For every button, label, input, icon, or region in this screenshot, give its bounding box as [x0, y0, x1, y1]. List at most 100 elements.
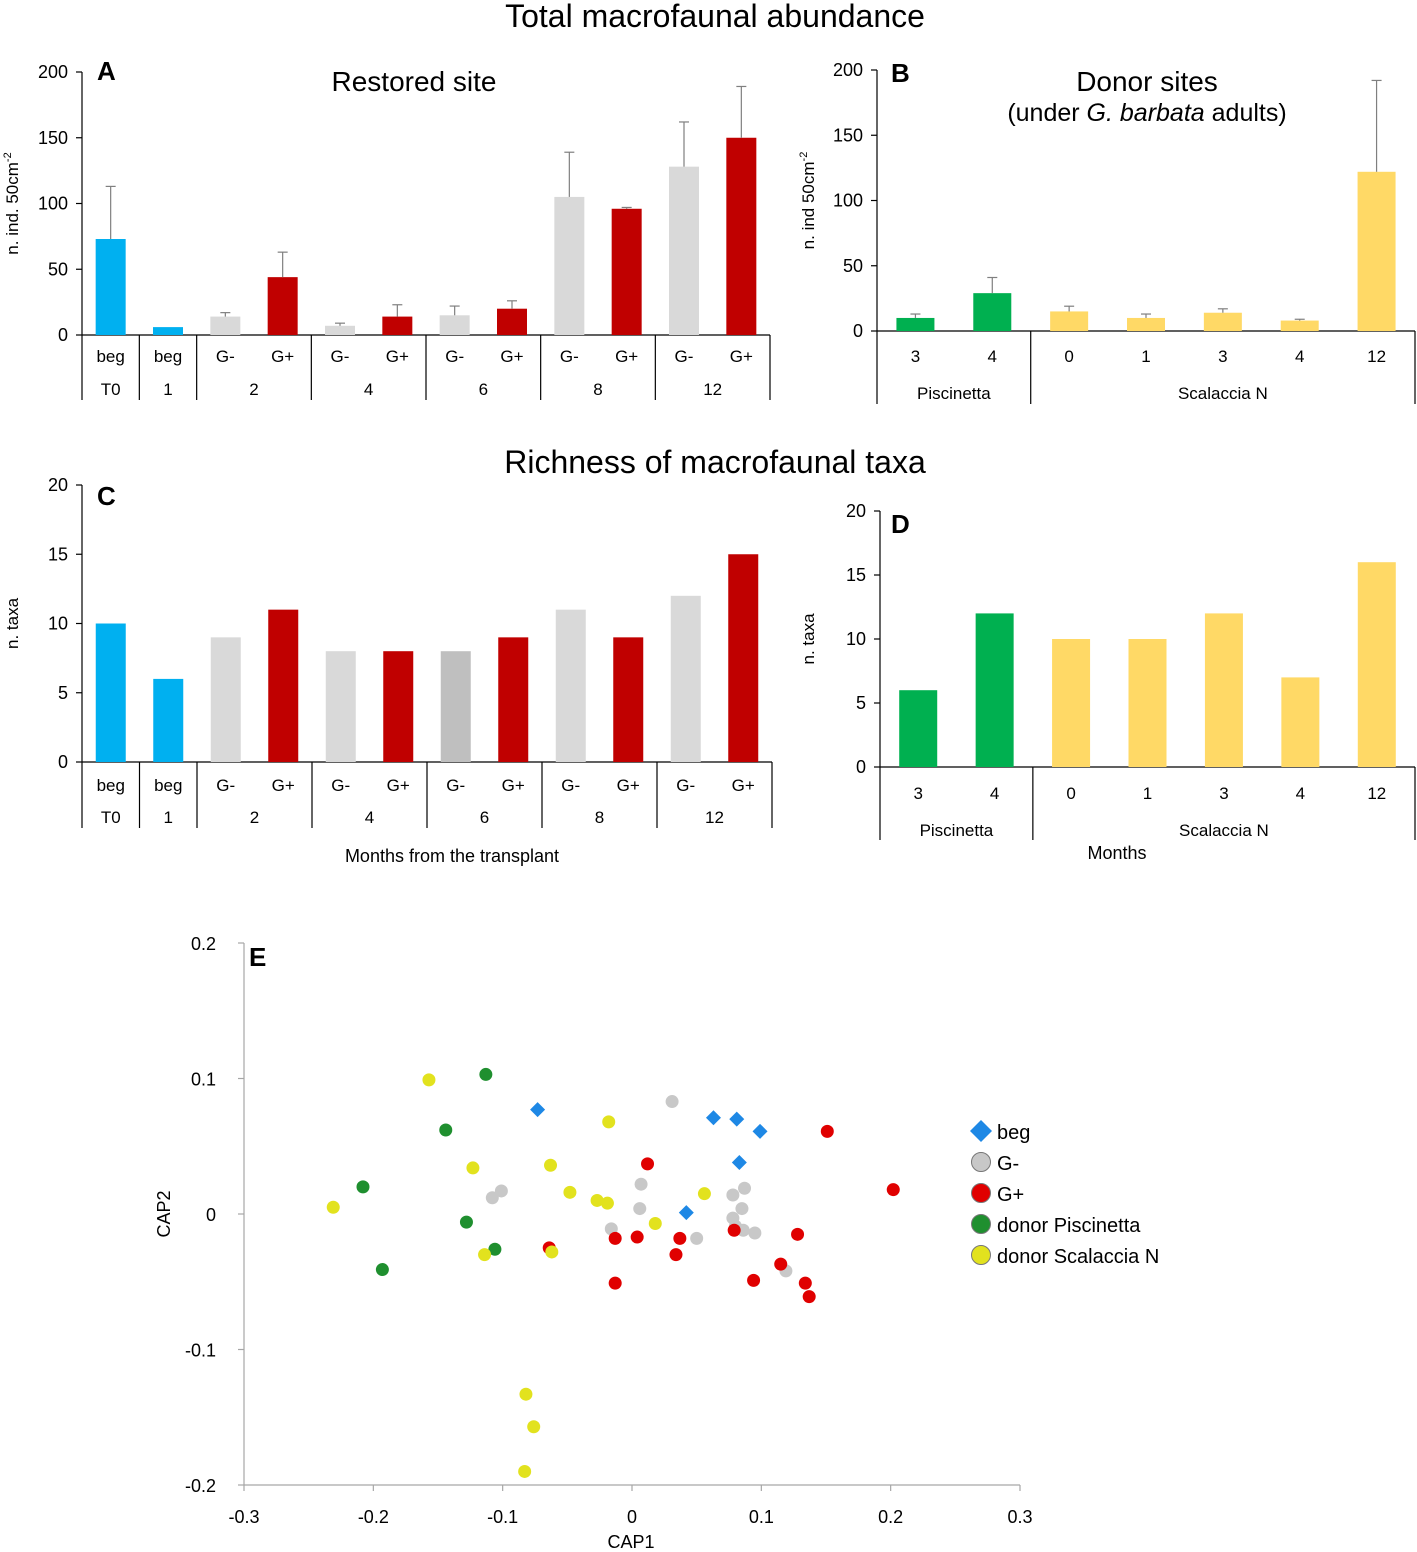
bar: [611, 208, 642, 335]
group-label: 12: [703, 380, 722, 399]
y-tick-label: 15: [48, 544, 68, 564]
y-tick-label: 150: [833, 125, 863, 145]
y-tick-label: 100: [38, 194, 68, 214]
scatter-point: [527, 1420, 541, 1434]
bar: [95, 239, 126, 335]
bar: [1203, 312, 1242, 331]
group-label: 4: [364, 380, 373, 399]
bar: [726, 137, 757, 335]
legend-marker: [970, 1120, 992, 1142]
panel-letter: E: [249, 942, 266, 972]
bar: [896, 317, 935, 331]
y-tick-label: 20: [48, 475, 68, 495]
bar-category-label: 0: [1066, 784, 1075, 803]
bar-category-label: G+: [386, 347, 409, 366]
panel-d-donor-richness: D 0 5 10 15 20 n. taxa 3 4 0 1 3 4 12 Piscinetta Scalac…: [799, 501, 1416, 863]
y-tick-label: 100: [833, 191, 863, 211]
scatter-point: [669, 1248, 683, 1262]
group-label: Piscinetta: [920, 821, 994, 840]
scatter-point: [518, 1464, 532, 1478]
bar: [440, 651, 471, 762]
scatter-point: [665, 1095, 679, 1109]
bar-category-label: beg: [97, 776, 125, 795]
y-axis-label: n. taxa: [3, 597, 22, 649]
y-tick-label: 0: [856, 757, 866, 777]
y-tick-label: 0.2: [191, 934, 216, 954]
group-label: 8: [595, 808, 604, 827]
bar-category-label: 3: [1219, 784, 1228, 803]
bar: [555, 609, 586, 762]
scatter-point: [802, 1290, 816, 1304]
scatter-point: [727, 1223, 741, 1237]
x-tick-label: 0.1: [749, 1507, 774, 1527]
scatter-point: [488, 1242, 502, 1256]
scatter-point: [459, 1215, 473, 1229]
group-label: 1: [164, 808, 173, 827]
scatter-point: [735, 1202, 749, 1216]
scatter-point: [726, 1188, 740, 1202]
y-tick-label: 200: [38, 62, 68, 82]
bar: [973, 293, 1012, 331]
bar-category-label: 1: [1141, 347, 1150, 366]
bar: [899, 690, 938, 767]
y-tick-label: 50: [843, 256, 863, 276]
bar-category-label: 3: [911, 347, 920, 366]
scatter-point: [422, 1073, 436, 1087]
scatter-point: [375, 1263, 389, 1277]
y-axis-label-text: n. taxa: [799, 613, 818, 665]
richness-section-title: Richness of macrofaunal taxa: [504, 444, 926, 480]
y-axis-label-text: n. ind 50cm: [799, 161, 818, 249]
x-tick-label: -0.3: [228, 1507, 259, 1527]
bar-category-label: G-: [331, 347, 350, 366]
scatter-point: [820, 1124, 834, 1138]
scatter-point: [798, 1276, 812, 1290]
bar-category-label: G+: [732, 776, 755, 795]
bar-category-label: G-: [675, 347, 694, 366]
y-tick-label: 10: [846, 629, 866, 649]
bar: [268, 609, 299, 762]
scatter-point: [673, 1231, 687, 1245]
bar: [1280, 320, 1319, 331]
bar: [153, 678, 184, 762]
bar: [1357, 562, 1396, 767]
bar-category-label: beg: [154, 776, 182, 795]
bar-category-label: 0: [1064, 347, 1073, 366]
legend-label: G-: [997, 1153, 1019, 1175]
y-tick-label: 5: [856, 693, 866, 713]
group-label: T0: [101, 380, 121, 399]
y-axis-label: CAP2: [154, 1190, 174, 1237]
scatter-point: [519, 1387, 533, 1401]
group-label: 2: [250, 808, 259, 827]
scatter-point: [690, 1231, 704, 1245]
bar: [1128, 639, 1167, 767]
scatter-point: [485, 1191, 499, 1205]
bar-category-label: G-: [216, 347, 235, 366]
y-axis-label-superscript: -2: [798, 152, 810, 162]
y-tick-label: 0: [853, 321, 863, 341]
scatter-point: [590, 1193, 604, 1207]
y-axis-label: n. ind 50cm-2: [798, 152, 818, 250]
legend-label: beg: [997, 1122, 1030, 1144]
y-tick-label: 0: [206, 1205, 216, 1225]
scatter-point: [748, 1226, 762, 1240]
legend-marker: [971, 1245, 991, 1265]
bar: [1050, 311, 1089, 331]
subtitle-post: adults): [1205, 99, 1287, 127]
scatter-point: [466, 1161, 480, 1175]
y-tick-label: 5: [58, 683, 68, 703]
bar: [1127, 317, 1165, 331]
bar-category-label: beg: [96, 347, 124, 366]
panel-subtitle: (under G. barbata adults): [1007, 99, 1286, 127]
bar-category-label: G-: [331, 776, 350, 795]
panel-a-restored-abundance: A Restored site 0 50 100 150 200 n. ind. 50cm-2…: [2, 56, 771, 400]
scatter-point: [630, 1230, 644, 1244]
x-tick-label: 0: [627, 1507, 637, 1527]
bar: [1357, 171, 1396, 331]
scatter-point: [774, 1257, 788, 1271]
abundance-section-title: Total macrofaunal abundance: [505, 0, 925, 34]
group-label: 6: [480, 808, 489, 827]
x-tick-label: -0.1: [487, 1507, 518, 1527]
legend-marker: [971, 1183, 991, 1203]
x-axis-label: Months: [1087, 843, 1146, 863]
